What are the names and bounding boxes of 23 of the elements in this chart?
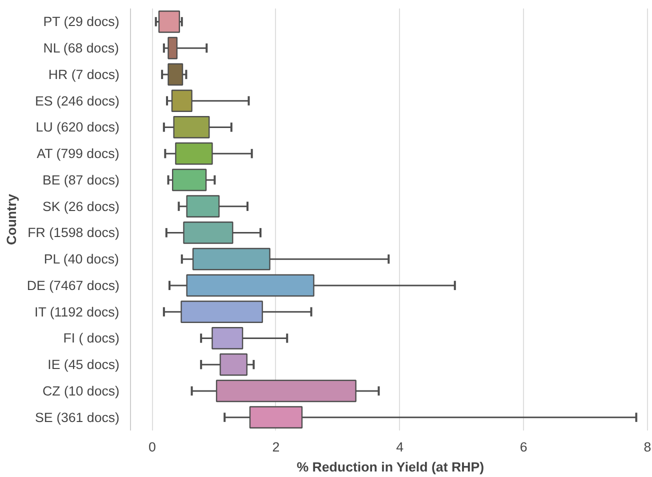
- x-axis-title: % Reduction in Yield (at RHP): [296, 460, 484, 474]
- x-tick-label: 0: [148, 440, 156, 454]
- x-tick-label: 2: [272, 440, 280, 454]
- x-tick-label: 8: [644, 440, 652, 454]
- y-tick-label: SE (361 docs): [35, 410, 120, 425]
- x-tick-label: 6: [520, 440, 528, 454]
- y-tick-label: IE (45 docs): [48, 357, 120, 372]
- y-tick-label: SK (26 docs): [42, 198, 120, 214]
- y-tick-label: DE (7467 docs): [26, 278, 120, 293]
- y-tick-label: PL (40 docs): [44, 252, 120, 267]
- y-tick-label: HR (7 docs): [48, 66, 120, 82]
- y-tick-label: LU (620 docs): [36, 120, 120, 135]
- y-tick-label: CZ (10 docs): [42, 383, 120, 398]
- y-tick-label: BE (87 docs): [42, 172, 120, 188]
- x-tick-label: 4: [396, 440, 404, 454]
- y-axis-title: Country: [4, 193, 19, 246]
- y-tick-label: AT (799 docs): [36, 146, 120, 162]
- y-tick-label: IT (1192 docs): [34, 304, 120, 320]
- y-tick-label: NL (68 docs): [43, 40, 120, 56]
- y-tick-label: ES (246 docs): [35, 93, 120, 108]
- y-tick-label: FI ( docs): [63, 330, 120, 346]
- y-tick-label: PT (29 docs): [43, 14, 120, 30]
- y-tick-label: FR (1598 docs): [28, 225, 120, 240]
